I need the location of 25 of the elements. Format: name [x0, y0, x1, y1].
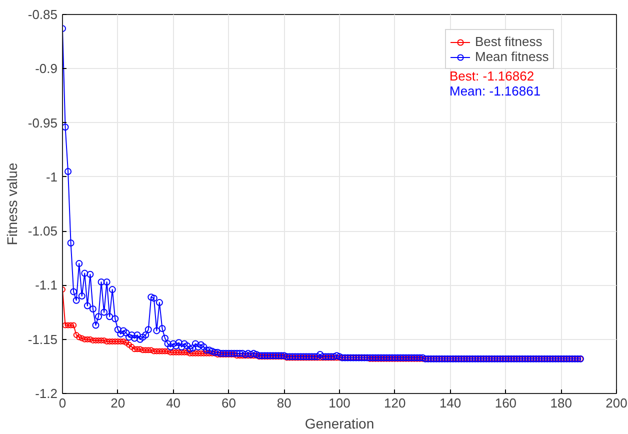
y-tick-label: -1.1 — [35, 278, 58, 293]
y-tick-label: -1.05 — [28, 224, 58, 239]
annotation: Best: -1.16862 — [450, 68, 534, 84]
x-tick-label: 40 — [166, 396, 181, 410]
y-tick-label: -0.85 — [28, 7, 58, 22]
annotation: Mean: -1.16861 — [450, 84, 541, 98]
x-tick-label: 200 — [606, 396, 628, 410]
y-tick-label: -0.95 — [28, 115, 58, 130]
x-tick-label: 80 — [276, 396, 292, 410]
x-tick-label: 60 — [221, 396, 236, 410]
legend-label: Mean fitness — [475, 49, 549, 64]
y-axis-title: Fitness value — [4, 162, 20, 246]
x-tick-label: 120 — [384, 396, 406, 410]
x-tick-label: 0 — [58, 396, 66, 410]
legend-label: Best fitness — [475, 34, 542, 49]
x-tick-label: 20 — [110, 396, 126, 410]
y-tick-label: -1 — [46, 169, 58, 184]
y-tick-label: -0.9 — [35, 61, 58, 76]
x-tick-label: 160 — [494, 396, 517, 410]
y-tick-label: -1.15 — [28, 332, 58, 347]
x-tick-label: 140 — [439, 396, 462, 410]
x-tick-label: 180 — [550, 396, 572, 410]
x-tick-label: 100 — [328, 396, 350, 410]
y-tick-label: -1.2 — [35, 386, 58, 401]
x-axis-title: Generation — [304, 416, 374, 432]
